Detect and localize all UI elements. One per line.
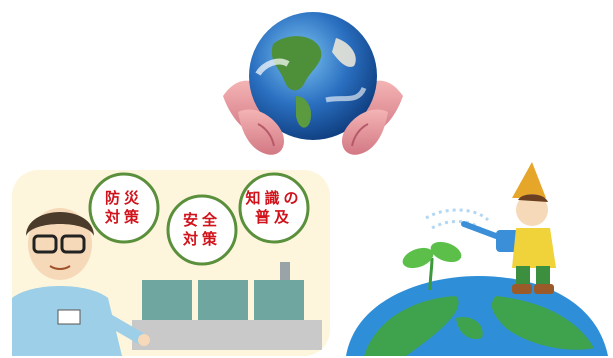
circle-label-disaster-prevention: 防災 対策 [89, 189, 159, 227]
circle-text-line: 知識の [245, 189, 303, 207]
child-watering-sprout-icon [346, 162, 608, 356]
circle-text-line: 対策 [182, 230, 221, 248]
circle-text-line: 対策 [104, 208, 143, 226]
circle-label-safety: 安全 対策 [167, 211, 237, 249]
circle-text-line: 普及 [254, 208, 293, 226]
earth-in-hands-illustration [218, 4, 408, 164]
earth-in-hands-icon [223, 12, 403, 155]
circle-text-line: 防災 [104, 189, 143, 207]
safety-measures-illustration: 防災 対策 安全 対策 知識の 普及 [12, 170, 330, 356]
circle-text-line: 安全 [182, 211, 221, 229]
safety-background [12, 170, 330, 356]
planting-illustration [346, 158, 608, 356]
circle-label-knowledge: 知識の 普及 [239, 189, 309, 227]
